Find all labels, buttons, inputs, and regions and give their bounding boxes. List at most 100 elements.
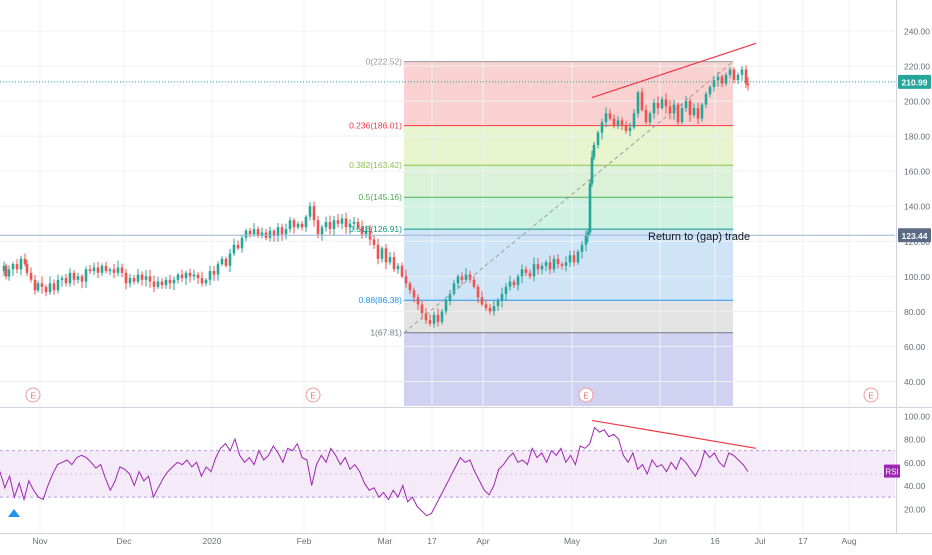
candle-body — [324, 222, 328, 228]
candle-body — [632, 113, 636, 128]
candle-body — [416, 297, 420, 305]
candle-body — [700, 104, 704, 119]
candle-body — [608, 113, 612, 119]
candle-body — [104, 265, 108, 272]
fib-level-label: 0.382(163.42) — [349, 160, 402, 170]
price-axis: 40.0060.0080.00100.00120.00140.00160.001… — [0, 0, 932, 534]
candle-body — [208, 271, 212, 280]
candle-body — [184, 272, 188, 279]
rsi-pane: 20.00 40.00 60.00 80.00 100.00 RSI — [0, 411, 930, 517]
candle-body — [256, 229, 260, 237]
candle-body — [676, 104, 680, 123]
earnings-marker-icon — [25, 387, 41, 403]
candle-body — [92, 267, 96, 272]
candle-body — [276, 227, 280, 237]
candle-body — [64, 278, 68, 284]
candle-body — [252, 229, 256, 235]
price-tick-label: 140.00 — [904, 202, 930, 212]
candle-body — [524, 269, 528, 273]
candle-body — [508, 281, 512, 287]
candle-body — [80, 276, 84, 282]
earnings-marker-icon — [305, 387, 321, 403]
candle-body — [424, 313, 428, 321]
candle-body — [248, 230, 252, 235]
candle-body — [364, 230, 368, 235]
fib-band — [404, 165, 733, 198]
candle-body — [376, 244, 380, 259]
candle-body — [744, 69, 748, 84]
earnings-marker-icon — [863, 387, 879, 403]
candle-body — [400, 265, 404, 277]
fib-band — [404, 125, 733, 166]
candle-body — [192, 274, 196, 277]
candle-body — [224, 258, 228, 266]
candle-body — [200, 278, 204, 284]
time-tick-label: Jun — [653, 536, 667, 546]
candle-body — [688, 101, 692, 116]
candle-body — [544, 262, 548, 266]
price-tick-label: 180.00 — [904, 132, 930, 142]
rsi-tick-label: 20.00 — [904, 504, 926, 514]
candle-body — [736, 74, 740, 81]
candle-body — [576, 251, 580, 263]
candle-body — [484, 304, 488, 308]
rsi-badge-bg — [884, 464, 900, 478]
candle-body — [496, 300, 500, 307]
candle-body — [244, 230, 248, 238]
time-tick-label: Feb — [297, 536, 312, 546]
candle-body — [312, 206, 316, 221]
fib-level-label: 0.236(186.01) — [349, 121, 402, 131]
time-tick-label: 16 — [710, 536, 720, 546]
candle-body — [340, 218, 344, 224]
candle-body — [708, 87, 712, 95]
earnings-marker-label: E — [30, 392, 35, 401]
fib-band — [404, 300, 733, 333]
candle-body — [420, 304, 424, 314]
fib-band — [404, 332, 733, 406]
candle-body — [480, 297, 484, 305]
candle-body — [580, 244, 584, 252]
candle-body — [556, 258, 560, 265]
candle-body — [540, 265, 544, 270]
earnings-marker-icon — [578, 387, 594, 403]
reference-price-badge-bg — [898, 228, 931, 243]
candle-body — [212, 271, 216, 275]
candle-body — [196, 274, 200, 279]
candle-body — [584, 236, 588, 245]
time-tick-label: 17 — [427, 536, 437, 546]
candle-body — [220, 258, 224, 265]
candle-body — [732, 69, 736, 81]
candle-body — [56, 279, 60, 291]
candle-body — [684, 101, 688, 109]
candle-body — [520, 269, 524, 277]
candle-body — [308, 206, 312, 217]
candle-body — [136, 274, 140, 282]
candle-body — [352, 222, 356, 224]
candle-body — [572, 255, 576, 263]
candle-body — [216, 264, 220, 275]
candle-body — [272, 230, 276, 237]
candle-body — [492, 306, 496, 312]
candle-body — [72, 272, 76, 280]
candle-body — [140, 274, 144, 280]
candle-body — [476, 286, 480, 298]
candle-body — [348, 223, 352, 228]
candle-body — [372, 239, 376, 245]
candle-body — [624, 125, 628, 131]
candle-body — [432, 314, 436, 324]
candle-body — [180, 274, 184, 279]
candle-body — [616, 120, 620, 126]
candle-body — [7, 269, 11, 277]
candle-body — [712, 80, 716, 88]
candle-body — [380, 248, 384, 259]
candle-body — [148, 276, 152, 282]
candle-body — [460, 276, 464, 280]
candle-body — [564, 262, 568, 266]
candle-body — [88, 269, 92, 272]
trend-lines — [0, 42, 895, 334]
candle-body — [204, 279, 208, 284]
candle-body — [512, 281, 516, 286]
price-trend-line — [591, 42, 757, 99]
candle-body — [428, 320, 432, 324]
